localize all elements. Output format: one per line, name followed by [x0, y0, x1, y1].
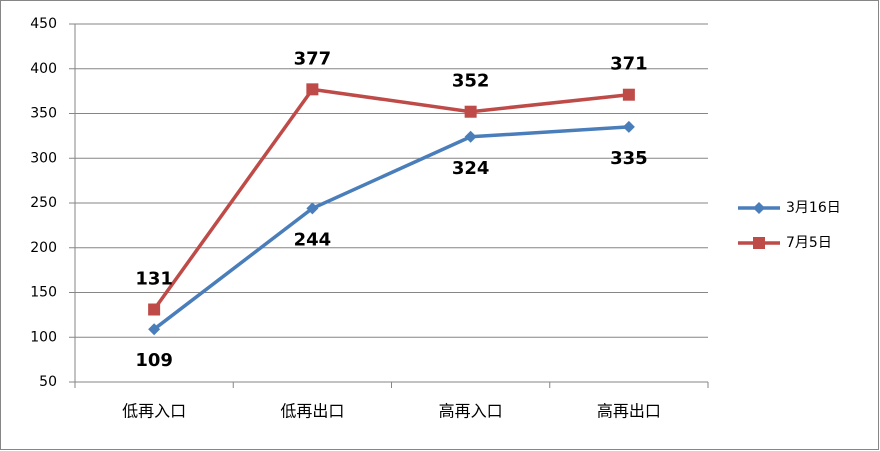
x-tick-label: 低再出口: [280, 402, 344, 421]
marker: [753, 237, 765, 249]
x-tick-label: 高再入口: [439, 402, 503, 421]
y-tick-label: 50: [39, 374, 57, 390]
series-line: [153, 125, 629, 331]
data-label: 324: [452, 158, 490, 179]
marker: [622, 88, 635, 101]
data-label: 352: [452, 71, 490, 92]
legend-label: 7月5日: [786, 235, 832, 251]
y-tick-label: 450: [30, 16, 57, 32]
marker: [306, 202, 319, 215]
marker: [753, 202, 765, 214]
data-label: 109: [135, 350, 173, 371]
y-tick-label: 350: [30, 106, 57, 122]
x-tick-label: 低再入口: [122, 402, 186, 421]
marker: [464, 130, 477, 143]
data-label: 131: [135, 269, 173, 290]
marker: [148, 303, 161, 316]
marker: [306, 83, 319, 96]
data-label: 244: [294, 229, 332, 250]
data-label: 371: [610, 54, 648, 75]
y-tick-label: 400: [30, 61, 57, 77]
x-tick-label: 高再出口: [597, 402, 661, 421]
marker: [464, 105, 477, 118]
legend-label: 3月16日: [786, 200, 841, 216]
y-tick-label: 250: [30, 195, 57, 211]
data-label: 377: [294, 48, 332, 69]
y-tick-label: 200: [30, 240, 57, 256]
marker: [148, 323, 161, 336]
data-label: 335: [610, 148, 648, 169]
marker: [622, 120, 635, 133]
y-tick-label: 150: [30, 285, 57, 301]
y-tick-label: 100: [30, 329, 57, 345]
y-tick-label: 300: [30, 150, 57, 166]
series-line: [152, 87, 630, 311]
